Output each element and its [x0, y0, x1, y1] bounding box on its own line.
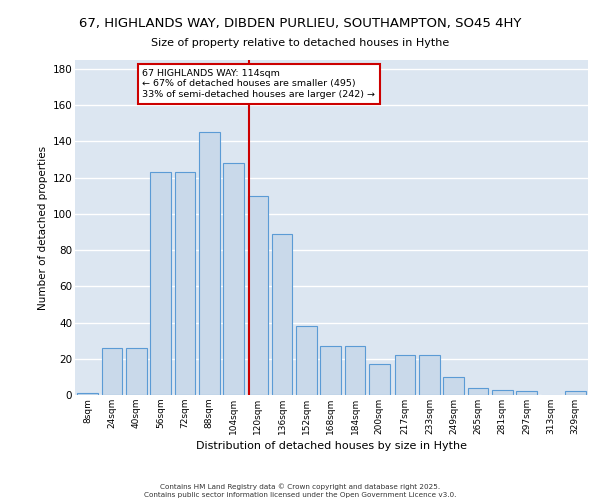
Bar	[565, 392, 586, 395]
Bar	[223, 163, 244, 395]
Bar	[272, 234, 292, 395]
Bar	[443, 377, 464, 395]
Text: Size of property relative to detached houses in Hythe: Size of property relative to detached ho…	[151, 38, 449, 48]
Y-axis label: Number of detached properties: Number of detached properties	[38, 146, 49, 310]
X-axis label: Distribution of detached houses by size in Hythe: Distribution of detached houses by size …	[196, 441, 467, 451]
Bar	[468, 388, 488, 395]
Text: Contains HM Land Registry data © Crown copyright and database right 2025.
Contai: Contains HM Land Registry data © Crown c…	[144, 484, 456, 498]
Bar	[151, 172, 171, 395]
Bar	[199, 132, 220, 395]
Text: 67, HIGHLANDS WAY, DIBDEN PURLIEU, SOUTHAMPTON, SO45 4HY: 67, HIGHLANDS WAY, DIBDEN PURLIEU, SOUTH…	[79, 18, 521, 30]
Text: 67 HIGHLANDS WAY: 114sqm
← 67% of detached houses are smaller (495)
33% of semi-: 67 HIGHLANDS WAY: 114sqm ← 67% of detach…	[142, 69, 376, 99]
Bar	[492, 390, 512, 395]
Bar	[248, 196, 268, 395]
Bar	[369, 364, 389, 395]
Bar	[102, 348, 122, 395]
Bar	[77, 393, 98, 395]
Bar	[296, 326, 317, 395]
Bar	[395, 355, 415, 395]
Bar	[419, 355, 440, 395]
Bar	[175, 172, 195, 395]
Bar	[126, 348, 146, 395]
Bar	[345, 346, 365, 395]
Bar	[320, 346, 341, 395]
Bar	[517, 392, 537, 395]
